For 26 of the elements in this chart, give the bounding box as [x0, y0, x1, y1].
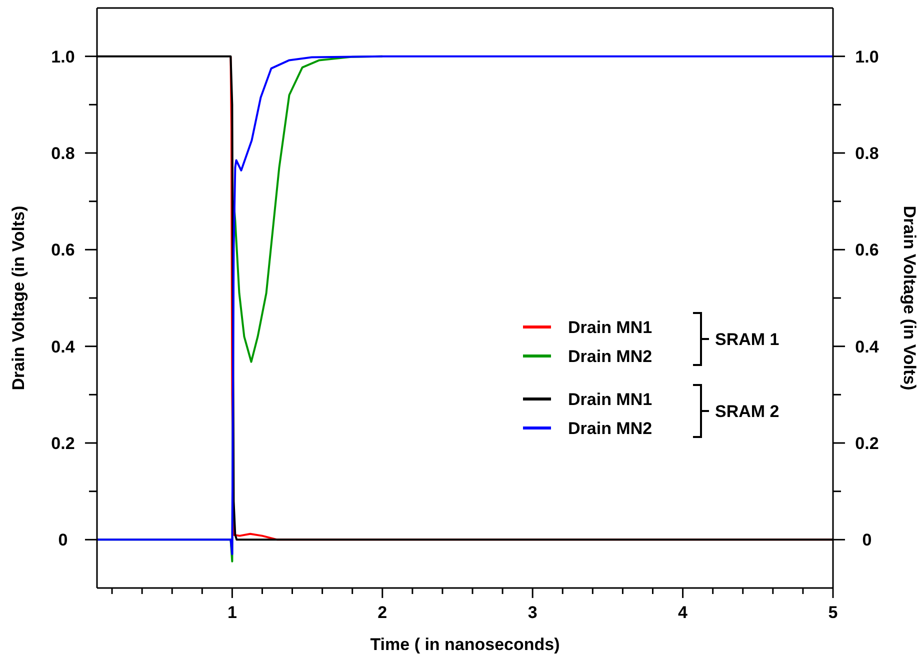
annotation: SRAM 2	[715, 402, 780, 421]
x-tick-label: 5	[828, 603, 838, 622]
y-tick-label: 0.8	[51, 144, 75, 163]
y-tick-label: 0.4	[51, 337, 76, 356]
y-tick-label: 1.0	[51, 47, 75, 66]
y2-tick-label: 0	[862, 530, 872, 550]
x-tick-label: 4	[678, 603, 688, 622]
y-tick-label: 0	[58, 530, 68, 550]
legend-label: Drain MN1	[568, 318, 652, 337]
y-tick-label: 0.6	[51, 240, 75, 260]
legend-label: Drain MN2	[568, 347, 652, 366]
y2-tick-label: 0.2	[855, 434, 879, 453]
legend-label: Drain MN1	[568, 390, 652, 409]
y2-tick-label: 1.0	[855, 47, 879, 66]
legend-label: Drain MN2	[568, 419, 652, 438]
y2-tick-label: 0.4	[855, 337, 880, 356]
y-axis-title: Drain Voltage (in Volts)	[9, 206, 28, 390]
x-tick-label: 2	[378, 603, 388, 622]
y2-axis-title: Drain Voltage (in Volts)	[900, 206, 919, 390]
x-axis-title: Time ( in nanoseconds)	[370, 635, 560, 654]
y2-tick-label: 0.8	[855, 144, 879, 163]
y-tick-label: 0.2	[51, 434, 75, 453]
x-tick-label: 1	[227, 603, 237, 622]
x-tick-label: 3	[528, 603, 538, 622]
annotation: SRAM 1	[715, 330, 780, 349]
y2-tick-label: 0.6	[855, 240, 879, 260]
